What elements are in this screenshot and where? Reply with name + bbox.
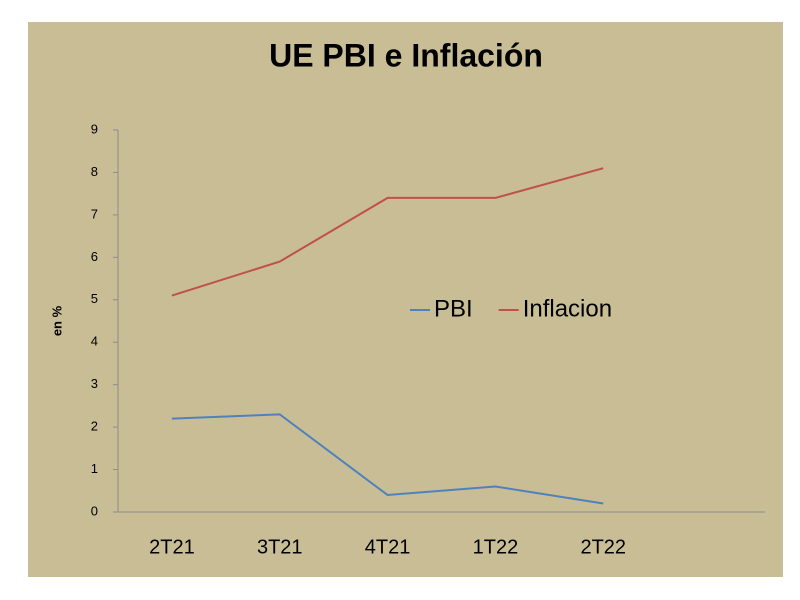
- y-axis-label: en %: [49, 305, 64, 336]
- y-tick-label: 0: [91, 503, 98, 518]
- series-line: [171, 413, 604, 505]
- y-tick-label: 9: [91, 121, 98, 136]
- y-tick-label: 3: [91, 376, 98, 391]
- legend-label: PBI: [434, 295, 473, 322]
- x-tick-label: 1T22: [473, 536, 519, 558]
- y-tick-label: 4: [91, 334, 98, 349]
- legend-label: Inflacion: [523, 295, 612, 322]
- y-tick-label: 2: [91, 419, 98, 434]
- chart-title: UE PBI e Inflación: [269, 37, 543, 73]
- y-tick-label: 5: [91, 291, 98, 306]
- x-tick-label: 2T21: [149, 536, 195, 558]
- y-tick-label: 6: [91, 249, 98, 264]
- x-tick-label: 2T22: [580, 536, 626, 558]
- y-tick-label: 1: [91, 461, 98, 476]
- x-tick-label: 3T21: [257, 536, 303, 558]
- y-tick-label: 8: [91, 164, 98, 179]
- y-tick-label: 7: [91, 206, 98, 221]
- x-tick-label: 4T21: [365, 536, 411, 558]
- chart-background: [28, 22, 783, 577]
- series-line: [171, 167, 604, 297]
